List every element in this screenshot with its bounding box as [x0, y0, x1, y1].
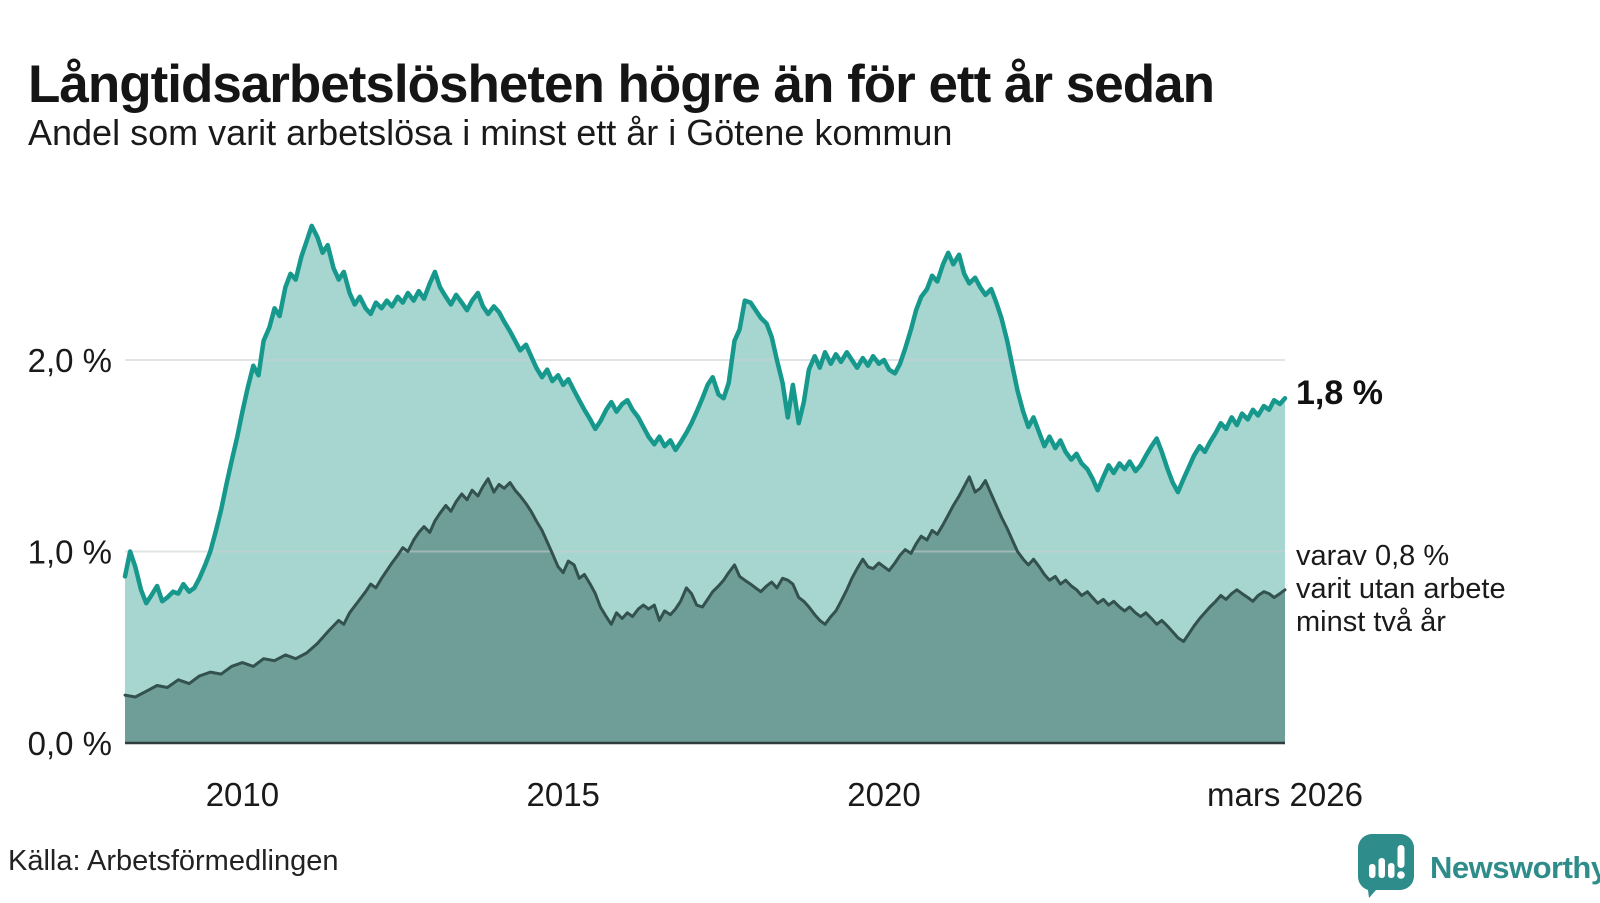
chart-subtitle: Andel som varit arbetslösa i minst ett å… [28, 112, 953, 153]
page-title: Långtidsarbetslösheten högre än för ett … [28, 54, 1215, 114]
x-tick-label: mars 2026 [1207, 776, 1363, 813]
subset-label-line3: minst två år [1296, 606, 1446, 639]
x-tick-label: 2015 [526, 776, 599, 813]
speech-bubble-bar-chart-icon [1357, 833, 1418, 903]
brand-name: Newsworthy [1430, 850, 1600, 885]
series-fill [125, 476, 1285, 743]
series-line [122, 223, 1288, 606]
source-credit: Källa: Arbetsförmedlingen [8, 845, 339, 877]
y-tick-label: 2,0 % [28, 342, 112, 379]
subset-label-line1: varav 0,8 % [1296, 540, 1450, 572]
y-tick-label: 0,0 % [28, 725, 112, 762]
subset-label-line2: varit utan arbete [1296, 573, 1506, 606]
y-tick-label: 1,0 % [28, 534, 112, 571]
latest-value-label: 1,8 % [1296, 374, 1383, 412]
series-line [123, 475, 1287, 699]
subset-value-label: varav 0,8 % varit utan arbete minst två … [1296, 540, 1596, 639]
x-tick-label: 2010 [206, 776, 279, 813]
newsworthy-logo: Newsworthy [1357, 833, 1600, 903]
x-tick-label: 2020 [847, 776, 920, 813]
